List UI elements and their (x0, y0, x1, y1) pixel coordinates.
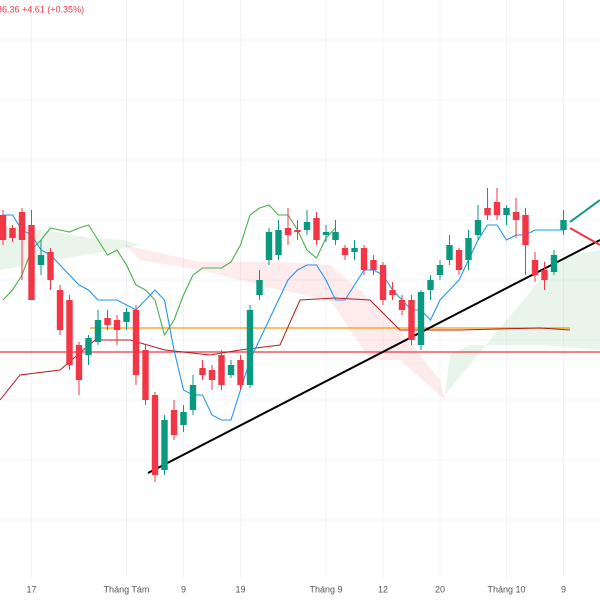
x-tick-label: 17 (26, 584, 36, 594)
candle-body (9, 228, 16, 238)
candle-body (436, 265, 444, 275)
candle-body (313, 218, 320, 240)
candle-body (218, 355, 225, 385)
candle-body (351, 248, 358, 252)
candle-body (379, 265, 387, 300)
price-header: 86.36 +4.61 (+0.35%) (0, 4, 84, 14)
candle-body (237, 360, 244, 385)
x-tick-label: 9 (181, 584, 186, 594)
candle-body (142, 350, 149, 400)
x-tick-label: 19 (235, 584, 245, 594)
candle-body (455, 250, 463, 270)
candle-body (246, 310, 254, 385)
candle-body (560, 220, 567, 230)
candle-body (474, 220, 482, 235)
candle-body (94, 320, 102, 342)
candle-body (37, 255, 45, 265)
candle-body (427, 280, 434, 290)
candle-body (370, 260, 377, 270)
candle-body (132, 310, 140, 375)
candle-body (189, 385, 197, 410)
candle-body (199, 368, 206, 375)
candle-body (151, 395, 159, 475)
candle-body (56, 290, 64, 330)
candle-body (303, 222, 311, 230)
candle-body (512, 212, 520, 220)
candle-body (123, 312, 130, 322)
x-tick-label: Tháng 9 (309, 584, 342, 594)
candle-body (85, 338, 92, 355)
candle-body (284, 228, 292, 235)
candle-body (484, 208, 491, 215)
candle-body (104, 318, 111, 325)
candle-body (275, 230, 282, 255)
candle-body (18, 212, 26, 240)
candle-body (0, 215, 7, 240)
candle-body (541, 270, 548, 280)
candle-body (360, 248, 368, 270)
x-tick-label: Tháng 10 (487, 584, 525, 594)
candle-body (503, 208, 510, 215)
candle-body (170, 410, 178, 435)
forecast-line (569, 227, 600, 246)
candle-body (522, 215, 529, 245)
candle-body (550, 255, 558, 272)
candle-body (265, 232, 273, 260)
candle-body (113, 320, 121, 330)
x-tick-label: 20 (435, 584, 445, 594)
cloud-green (0, 225, 140, 270)
candle-body (332, 232, 339, 240)
candle-body (28, 225, 35, 300)
cloud-green (445, 250, 600, 395)
x-tick-label: Tháng Tám (104, 584, 150, 594)
candle-body (66, 300, 73, 365)
candle-body (446, 245, 453, 260)
candle-body (294, 230, 301, 232)
candle-body (227, 365, 235, 375)
cloud-red (125, 245, 445, 400)
candle-body (180, 412, 187, 425)
candle-body (322, 232, 330, 235)
candle-body (208, 370, 216, 380)
candle-body (465, 238, 472, 260)
candle-body (389, 290, 396, 295)
candle-body (256, 280, 263, 295)
candle-body (341, 248, 349, 255)
candle-body (161, 420, 168, 470)
trend-line (147, 239, 600, 474)
candle-body (531, 260, 539, 275)
forecast-line (569, 199, 600, 223)
candle-body (493, 202, 501, 215)
candle-body (408, 300, 415, 340)
candle-body (398, 300, 406, 310)
candle-body (417, 292, 425, 345)
x-tick-label: 9 (561, 584, 566, 594)
candle-body (75, 345, 83, 380)
x-tick-label: 12 (378, 584, 388, 594)
candle-body (47, 252, 54, 280)
